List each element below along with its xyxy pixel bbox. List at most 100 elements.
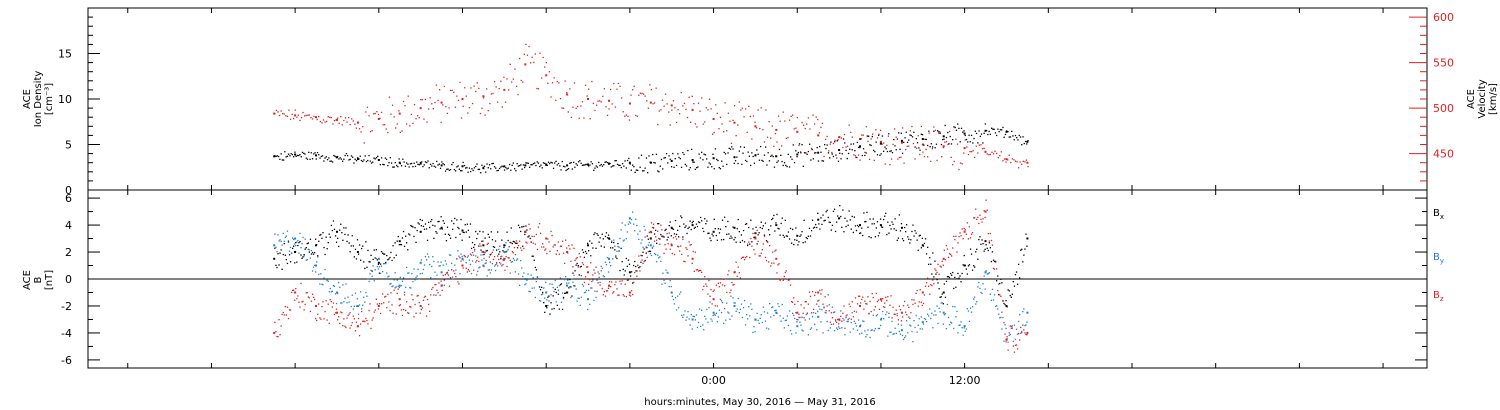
data-dot [987,249,989,252]
data-dot [305,114,307,117]
data-dot [289,246,292,249]
data-dot [324,157,326,159]
data-point [691,318,694,321]
data-dot [670,243,672,245]
data-dot [716,112,718,114]
data-dot [274,155,276,157]
data-dot [591,280,593,283]
data-dot [374,309,376,311]
data-dot [496,263,498,265]
data-dot [864,221,866,223]
data-dot [635,169,637,171]
data-dot [525,43,527,45]
data-dot [648,241,650,244]
data-dot [905,131,907,133]
data-dot [463,231,465,234]
data-point [900,311,903,314]
data-dot [562,107,565,109]
data-dot [295,245,297,247]
data-dot [822,303,824,305]
data-point [440,164,443,167]
data-point [503,165,506,168]
data-dot [670,285,672,288]
data-dot [730,289,732,291]
data-dot [581,262,584,264]
data-dot [318,115,320,118]
data-dot [909,242,911,244]
data-point [670,291,673,294]
data-dot [553,307,555,310]
data-dot [380,251,383,253]
data-dot [488,164,491,166]
data-dot [875,141,877,143]
data-dot [378,303,381,305]
data-dot [758,255,760,257]
data-dot [481,107,483,109]
data-dot [487,269,489,271]
data-dot [1027,165,1029,168]
data-dot [300,247,302,249]
data-dot [348,159,350,161]
data-dot [304,248,306,250]
data-dot [762,225,764,227]
data-dot [859,146,861,149]
data-dot [991,244,994,246]
data-dot [787,153,789,155]
y-tick-label-left: 15 [58,48,72,61]
data-dot [800,324,802,326]
data-dot [753,249,755,251]
data-dot [511,242,513,245]
data-dot [286,306,289,308]
data-dot [526,279,528,281]
data-dot [959,324,961,326]
data-dot [573,247,575,249]
data-point [482,167,485,170]
data-dot [779,279,781,281]
data-dot [567,111,569,113]
data-dot [319,120,321,123]
data-dot [716,158,718,161]
data-dot [552,246,554,248]
data-dot [834,230,837,233]
data-dot [447,168,449,170]
data-dot [636,270,638,272]
data-dot [635,265,637,268]
data-dot [878,308,881,310]
data-dot [954,306,956,308]
data-dot [327,116,329,118]
data-dot [514,68,516,70]
data-dot [746,314,748,316]
data-dot [962,131,964,133]
data-dot [627,279,630,281]
data-dot [661,229,663,231]
data-dot [565,276,567,278]
data-dot [426,253,429,255]
data-dot [812,158,814,160]
data-dot [360,291,362,293]
data-dot [471,102,474,105]
data-dot [509,63,511,65]
data-dot [473,254,475,256]
data-dot [722,165,724,167]
data-dot [666,271,668,274]
data-dot [401,130,403,132]
data-dot [546,164,548,166]
data-dot [776,141,778,143]
data-dot [385,261,387,264]
data-dot [953,126,955,128]
data-dot [998,131,1000,133]
data-dot [581,101,584,103]
data-dot [814,226,816,228]
data-dot [488,236,490,238]
data-dot [329,236,331,238]
data-point [817,151,820,154]
data-dot [783,327,785,329]
data-dot [677,229,679,231]
data-dot [482,166,484,168]
data-dot [315,116,317,118]
data-dot [393,279,395,281]
data-dot [987,133,989,136]
data-dot [917,324,919,326]
data-dot [742,229,745,232]
data-dot [358,158,360,160]
